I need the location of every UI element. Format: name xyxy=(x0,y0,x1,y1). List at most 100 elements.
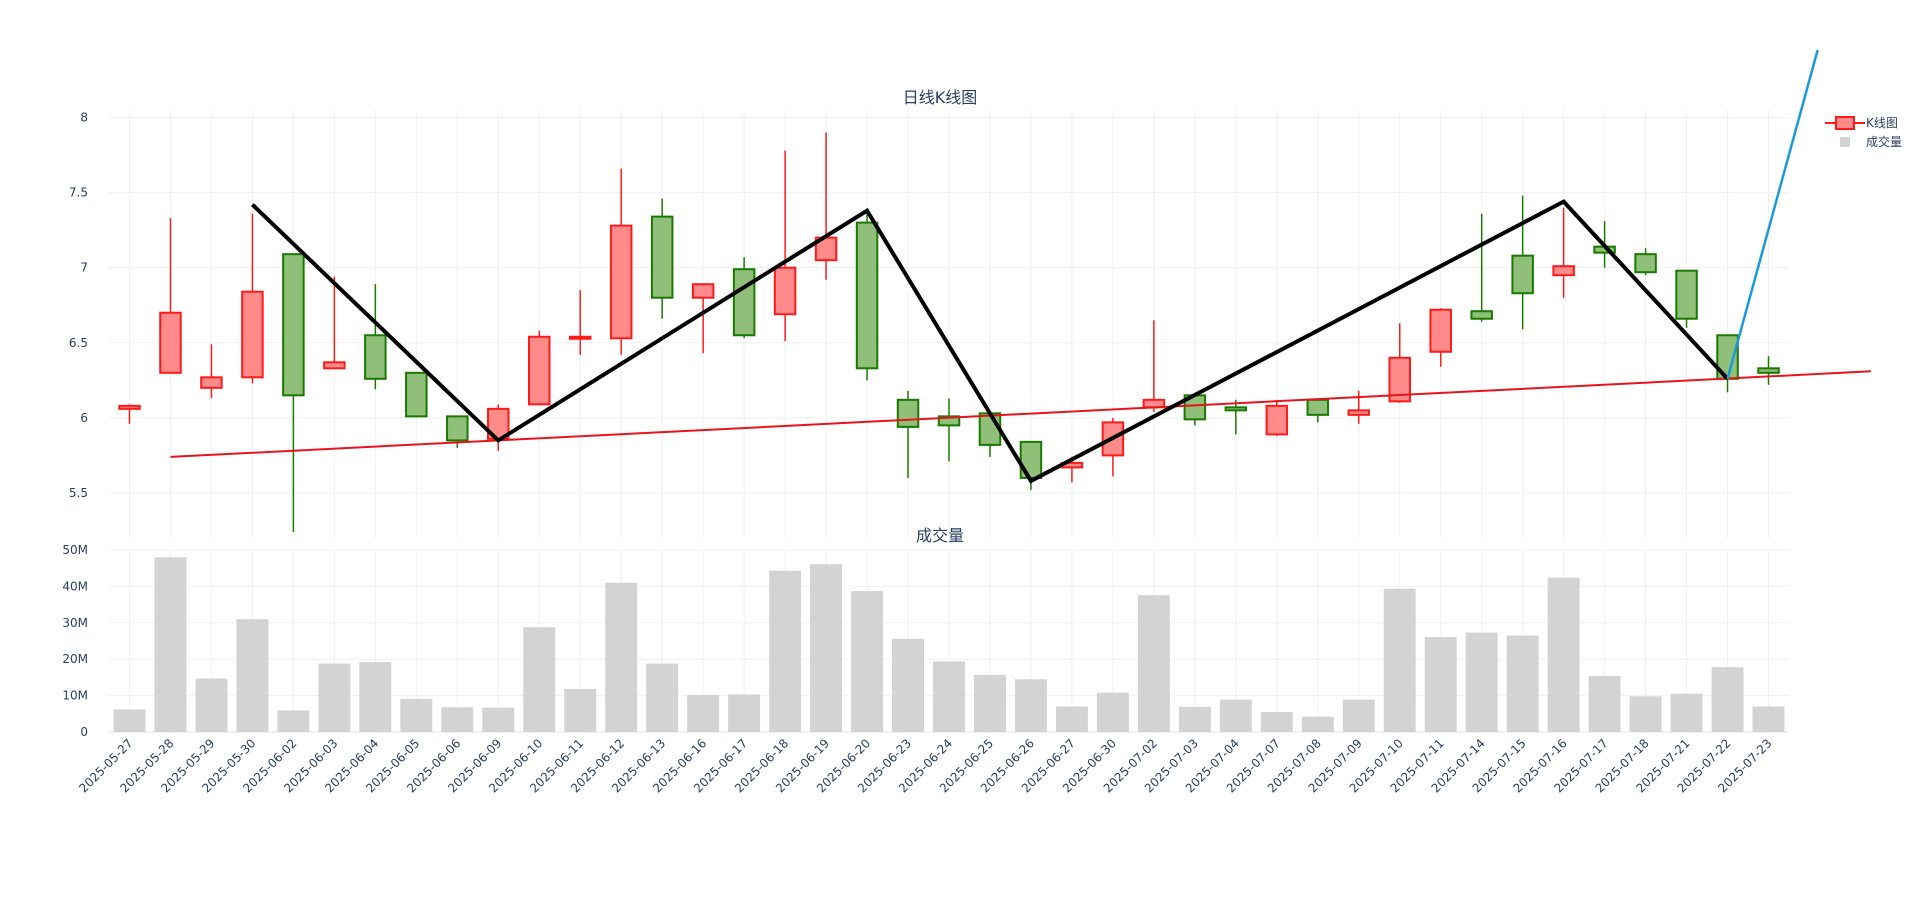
candle-body xyxy=(1306,398,1330,416)
candle-body xyxy=(528,335,551,406)
volume-bar xyxy=(1383,588,1416,732)
candle-body xyxy=(200,376,223,389)
legend-kline-label: K线图 xyxy=(1866,116,1898,130)
candle-body xyxy=(609,224,633,340)
volume-bar xyxy=(236,619,269,732)
kline-y-axis: 5.5 6 6.5 7 7.5 8 xyxy=(69,111,88,500)
candle-body xyxy=(1552,265,1575,277)
candle-body xyxy=(855,221,879,370)
kline-y-tick-label: 7.5 xyxy=(69,186,88,200)
volume-bar xyxy=(154,557,187,732)
volume-bar xyxy=(933,661,965,732)
legend-volume-swatch xyxy=(1840,137,1850,147)
volume-bar xyxy=(1465,632,1498,732)
candle-body xyxy=(1265,404,1289,436)
volume-y-tick-label: 0 xyxy=(80,725,88,739)
kline-y-tick-label: 7 xyxy=(80,261,88,275)
legend-volume-label: 成交量 xyxy=(1866,134,1902,149)
date-x-axis: 2025-05-272025-05-282025-05-292025-05-30… xyxy=(76,736,1774,795)
candle-body xyxy=(568,335,592,340)
volume-bar xyxy=(1014,679,1047,732)
volume-bar xyxy=(1588,675,1621,732)
volume-bar xyxy=(318,663,351,732)
volume-bar xyxy=(1260,711,1293,732)
support-trendline xyxy=(170,370,1872,458)
zigzag-pattern-line xyxy=(251,199,1730,484)
volume-bar xyxy=(728,694,761,732)
volume-bar xyxy=(1711,667,1744,732)
candle-body xyxy=(650,215,674,299)
volume-bar xyxy=(973,674,1006,732)
candle-body xyxy=(1388,356,1411,403)
candle-body xyxy=(282,253,305,397)
volume-bar xyxy=(1670,693,1703,732)
chart-legend: K线图 成交量 xyxy=(1825,116,1902,149)
candle-body xyxy=(241,290,264,379)
volume-y-tick-label: 40M xyxy=(62,579,88,593)
candle-body xyxy=(1470,310,1493,320)
volume-bar xyxy=(1096,692,1129,732)
volume-chart-title: 成交量 xyxy=(916,526,964,545)
volume-bar xyxy=(1219,699,1252,732)
legend-item-volume[interactable]: 成交量 xyxy=(1840,134,1902,149)
volume-bar xyxy=(1424,636,1457,732)
volume-bar xyxy=(1629,696,1662,732)
volume-bar xyxy=(277,710,310,732)
candle-body xyxy=(773,266,797,316)
candlestick-series xyxy=(118,132,1780,532)
volume-bar xyxy=(605,582,638,732)
volume-y-tick-label: 50M xyxy=(62,543,88,557)
candle-body xyxy=(732,268,756,337)
volume-bar xyxy=(1178,706,1211,732)
kline-y-tick-label: 5.5 xyxy=(69,486,88,500)
candle-body xyxy=(978,412,1002,446)
volume-bar xyxy=(1137,595,1170,732)
candle-body xyxy=(1224,406,1248,412)
candle-body xyxy=(937,415,961,427)
candle-body xyxy=(405,371,428,418)
legend-item-kline[interactable]: K线图 xyxy=(1825,116,1898,130)
volume-y-tick-label: 10M xyxy=(62,689,88,703)
kline-gridlines xyxy=(109,110,1789,538)
volume-bar xyxy=(359,662,392,732)
candle-body xyxy=(364,334,387,380)
volume-bar xyxy=(195,678,228,732)
projection-line xyxy=(1726,49,1819,380)
volume-bar xyxy=(564,689,597,732)
volume-bar xyxy=(113,709,146,732)
candle-body xyxy=(323,361,346,370)
candle-body xyxy=(1634,253,1657,274)
kline-y-tick-label: 6 xyxy=(80,411,88,425)
candle-body xyxy=(691,283,715,299)
candle-body xyxy=(1429,308,1452,353)
volume-bar xyxy=(1506,635,1539,732)
volume-bar xyxy=(441,707,474,732)
volume-bar xyxy=(851,591,884,732)
volume-bar xyxy=(1752,706,1785,732)
candle-body xyxy=(159,311,182,374)
volume-y-tick-label: 20M xyxy=(62,652,88,666)
candle-body xyxy=(1675,269,1698,320)
volume-series xyxy=(113,557,1785,732)
volume-bar xyxy=(1547,577,1580,732)
kline-chart-title: 日线K线图 xyxy=(903,88,978,107)
volume-bar xyxy=(482,707,515,732)
volume-bar xyxy=(892,638,925,732)
volume-bar xyxy=(769,570,802,732)
candle-body xyxy=(1757,367,1780,374)
candle-body xyxy=(896,398,920,428)
candle-body xyxy=(118,404,141,410)
pattern-lines xyxy=(170,49,1872,484)
volume-bar xyxy=(1342,699,1375,732)
volume-y-axis: 0 10M 20M 30M 40M 50M xyxy=(62,543,88,739)
volume-bar xyxy=(646,663,679,732)
kline-y-tick-label: 8 xyxy=(80,111,88,125)
volume-bar xyxy=(400,698,433,732)
candle-body xyxy=(1511,254,1534,295)
volume-bar xyxy=(1301,716,1334,732)
candle-body xyxy=(446,415,469,442)
candle-body xyxy=(1347,409,1371,416)
kline-y-tick-label: 6.5 xyxy=(69,336,88,350)
volume-y-tick-label: 30M xyxy=(62,616,88,630)
